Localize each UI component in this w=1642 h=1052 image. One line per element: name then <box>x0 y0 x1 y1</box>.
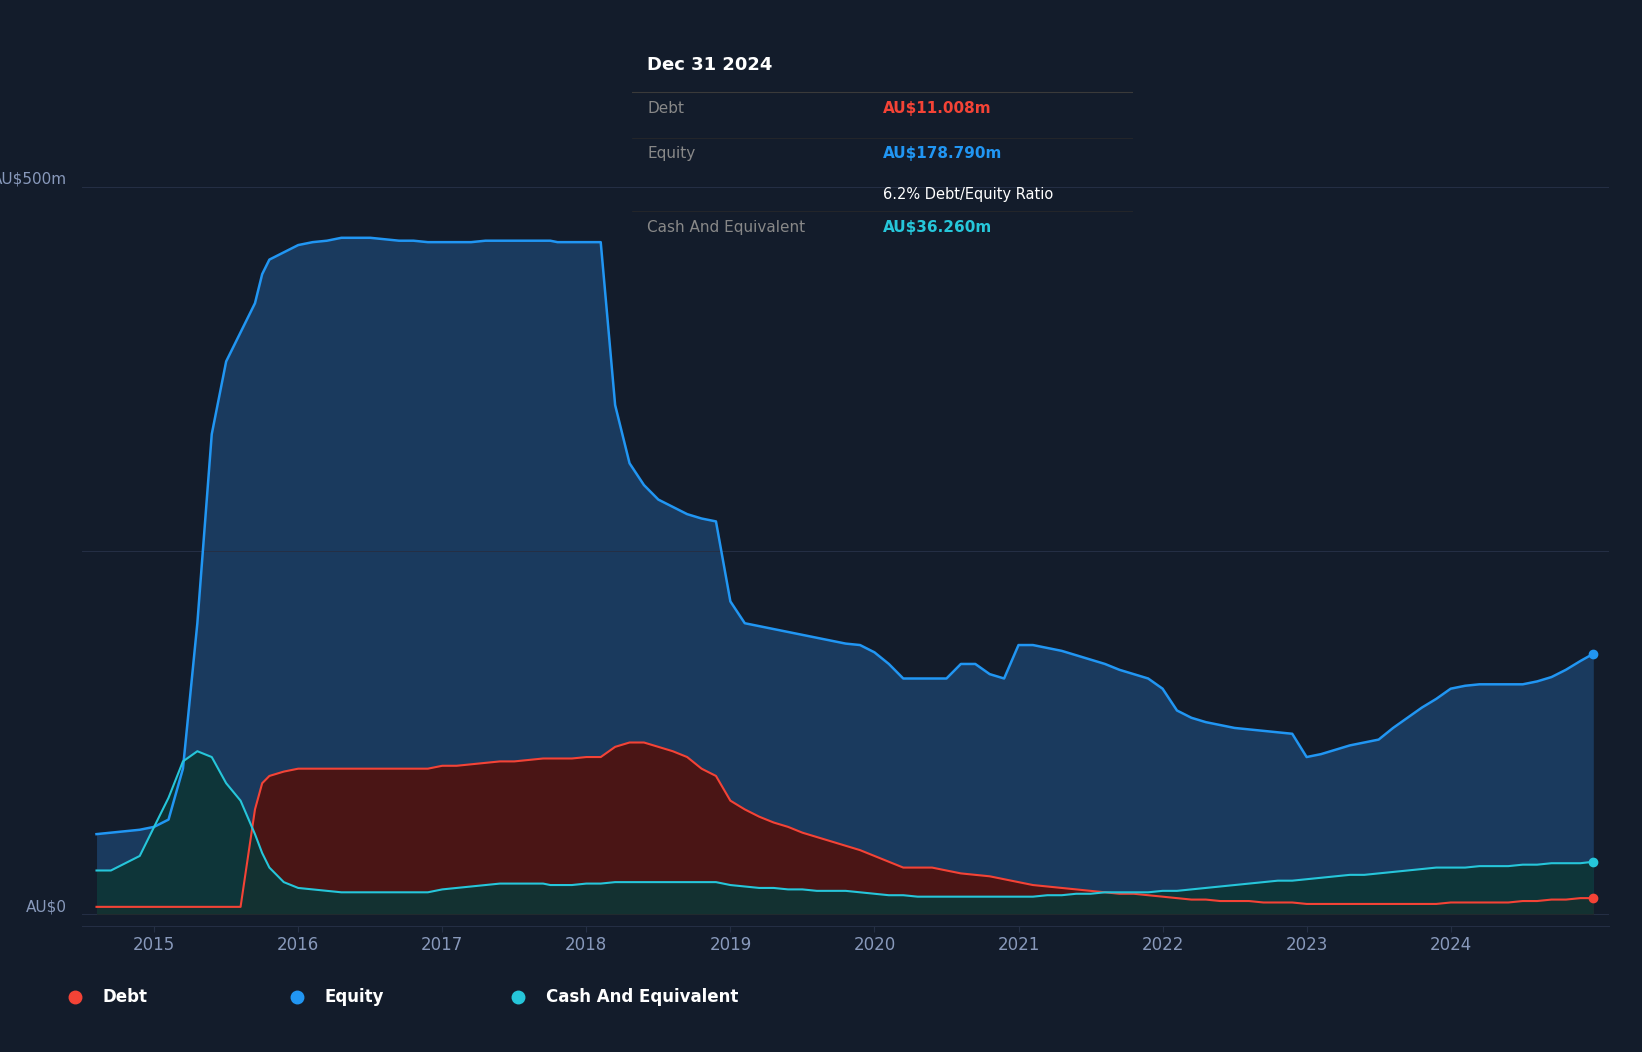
Text: Cash And Equivalent: Cash And Equivalent <box>547 988 739 1006</box>
Text: Dec 31 2024: Dec 31 2024 <box>647 56 773 74</box>
Text: AU$500m: AU$500m <box>0 171 67 187</box>
Text: Equity: Equity <box>325 988 384 1006</box>
Text: AU$11.008m: AU$11.008m <box>883 101 992 116</box>
Text: Debt: Debt <box>102 988 148 1006</box>
Text: AU$178.790m: AU$178.790m <box>883 146 1002 161</box>
Text: AU$36.260m: AU$36.260m <box>883 220 992 235</box>
Text: Equity: Equity <box>647 146 696 161</box>
Text: Cash And Equivalent: Cash And Equivalent <box>647 220 805 235</box>
Text: Debt: Debt <box>647 101 685 116</box>
Text: AU$0: AU$0 <box>26 899 67 914</box>
Text: 6.2% Debt/Equity Ratio: 6.2% Debt/Equity Ratio <box>883 187 1053 202</box>
